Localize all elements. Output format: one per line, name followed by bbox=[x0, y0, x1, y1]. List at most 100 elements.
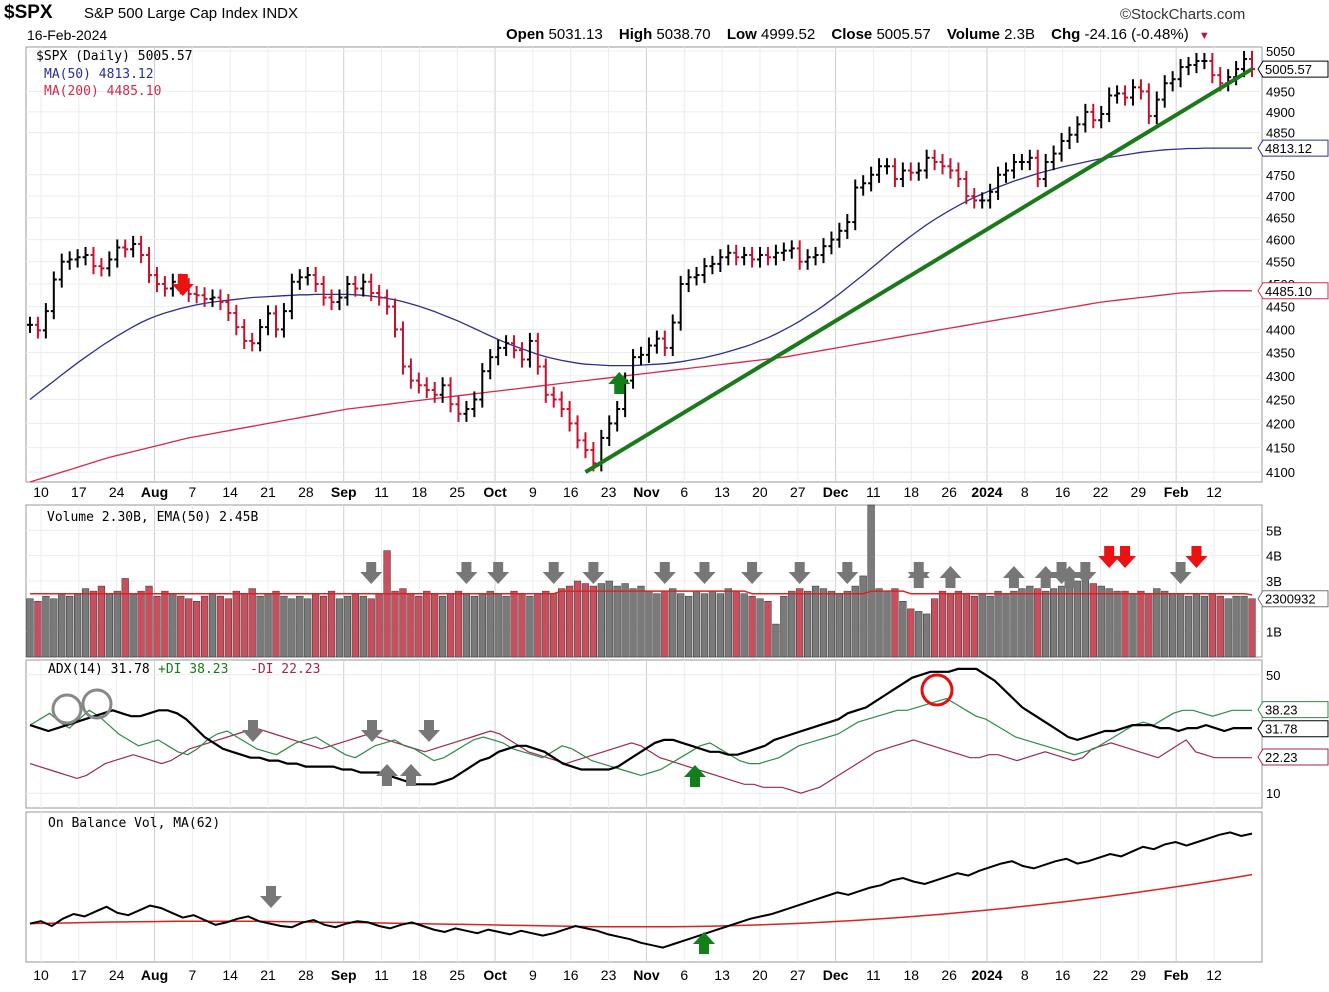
open-value: 5031.13 bbox=[548, 26, 603, 43]
x-tick-label-bottom: 27 bbox=[790, 967, 806, 983]
volume-bar bbox=[232, 590, 240, 658]
adx-y-tick-label: 10 bbox=[1266, 786, 1280, 801]
close-price-tag-box bbox=[1257, 60, 1329, 78]
volume-bar bbox=[677, 593, 685, 658]
price-panel[interactable] bbox=[27, 50, 1255, 483]
price-y-tick-label: 4550 bbox=[1266, 255, 1295, 270]
x-tick-label: Dec bbox=[823, 484, 849, 500]
volume-panel[interactable] bbox=[26, 504, 1256, 658]
price-bar bbox=[233, 304, 240, 336]
adx-line bbox=[29, 667, 1252, 786]
gray-up-arrow-icon bbox=[400, 764, 422, 786]
close-price-tag: 5005.57 bbox=[1257, 60, 1329, 78]
volume-bar bbox=[835, 593, 843, 658]
volume-bar bbox=[1010, 590, 1018, 658]
volume-bar bbox=[629, 588, 637, 658]
ma200-line bbox=[29, 290, 1252, 483]
x-tick-label: Sep bbox=[331, 484, 357, 500]
price-bar bbox=[772, 244, 779, 266]
price-bar bbox=[1010, 153, 1017, 179]
x-tick-label-bottom: 9 bbox=[529, 967, 537, 983]
price-bar bbox=[312, 266, 319, 293]
price-bar bbox=[947, 158, 954, 179]
pdi-legend: +DI 38.23 bbox=[158, 662, 228, 677]
volume-bar bbox=[415, 595, 423, 658]
price-bar bbox=[836, 222, 843, 248]
x-tick-label-bottom: Aug bbox=[141, 967, 168, 983]
volume-bar bbox=[1050, 588, 1058, 658]
adx-y-tick-label: 50 bbox=[1266, 668, 1280, 683]
volume-bar bbox=[970, 595, 978, 658]
price-bar bbox=[1153, 91, 1160, 125]
volume-bar bbox=[423, 590, 431, 658]
price-bar bbox=[820, 238, 827, 264]
gray-down-arrow-icon bbox=[653, 562, 676, 584]
price-bar bbox=[193, 285, 200, 304]
price-bar bbox=[828, 231, 835, 255]
gray-down-arrow-icon bbox=[455, 562, 478, 584]
x-tick-label-bottom: 7 bbox=[188, 967, 196, 983]
price-bar bbox=[415, 372, 422, 394]
green-up-arrow-icon bbox=[693, 932, 715, 954]
x-tick-label: 7 bbox=[188, 484, 196, 500]
volume-bar bbox=[105, 593, 113, 658]
price-bar bbox=[407, 358, 414, 389]
volume-bar bbox=[1073, 580, 1082, 658]
pdi-tag-text: 38.23 bbox=[1265, 703, 1298, 718]
volume-bar bbox=[399, 588, 407, 658]
adx-panel[interactable] bbox=[29, 667, 1252, 794]
volume-bar bbox=[240, 593, 248, 658]
obv-panel[interactable] bbox=[29, 831, 1253, 954]
gray-up-arrow-icon bbox=[907, 566, 930, 588]
volume-bar bbox=[454, 590, 463, 658]
volume-bar bbox=[534, 593, 542, 658]
low-value: 4999.52 bbox=[761, 26, 816, 43]
price-bar bbox=[1050, 145, 1057, 171]
price-bar bbox=[392, 298, 399, 338]
volume-bar bbox=[946, 593, 955, 658]
price-bar bbox=[955, 162, 962, 188]
price-y-tick-label: 4900 bbox=[1266, 105, 1295, 120]
green-up-arrow-icon bbox=[684, 765, 706, 787]
price-bar bbox=[479, 363, 486, 408]
price-bar bbox=[209, 289, 216, 307]
price-bar bbox=[701, 258, 708, 284]
price-bar bbox=[169, 273, 176, 297]
price-bar bbox=[280, 303, 287, 338]
volume-bar bbox=[732, 590, 740, 658]
axes: 10 10 17 17 24 24 Aug Aug 7 7 14 14 21 21 28 28 Sep Sep 11… bbox=[33, 44, 1329, 983]
price-y-tick-label: 4600 bbox=[1266, 233, 1295, 248]
red-down-arrow-icon bbox=[1114, 546, 1137, 568]
x-tick-label: Aug bbox=[141, 484, 168, 500]
volume-bar bbox=[58, 593, 66, 658]
stockcharts-logo[interactable]: ©StockCharts.com bbox=[1120, 6, 1246, 23]
legends: $SPX (Daily) 5005.57 MA(50) 4813.12 MA(2… bbox=[36, 49, 320, 831]
grid-lines bbox=[26, 47, 1262, 962]
volume-bar bbox=[1208, 593, 1216, 658]
volume-bar bbox=[740, 593, 748, 658]
pdi-tag-box bbox=[1257, 701, 1329, 719]
volume-bar bbox=[1034, 588, 1042, 658]
volume-bar bbox=[573, 580, 582, 658]
volume-bar bbox=[518, 593, 526, 658]
price-bar bbox=[265, 305, 272, 336]
volume-bar bbox=[954, 590, 963, 658]
x-tick-label: 13 bbox=[714, 484, 730, 500]
volume-bar bbox=[1169, 593, 1177, 658]
x-tick-label-bottom: 8 bbox=[1021, 967, 1029, 983]
x-tick-label: 12 bbox=[1206, 484, 1222, 500]
price-bar bbox=[455, 396, 462, 422]
price-bar bbox=[161, 275, 168, 297]
obv-line bbox=[29, 831, 1253, 949]
volume-bar bbox=[605, 580, 613, 658]
chg-down-icon: ▼ bbox=[1198, 30, 1210, 42]
price-legend-ma50: MA(50) 4813.12 bbox=[44, 67, 154, 82]
volume-bar bbox=[327, 590, 336, 658]
volume-bar bbox=[272, 590, 280, 658]
volume-bar bbox=[1105, 588, 1113, 658]
volume-bar bbox=[724, 588, 732, 658]
volume-bar bbox=[200, 595, 209, 658]
volume-bar bbox=[986, 595, 994, 658]
price-bar bbox=[1018, 153, 1025, 171]
high-label: High bbox=[618, 26, 653, 43]
